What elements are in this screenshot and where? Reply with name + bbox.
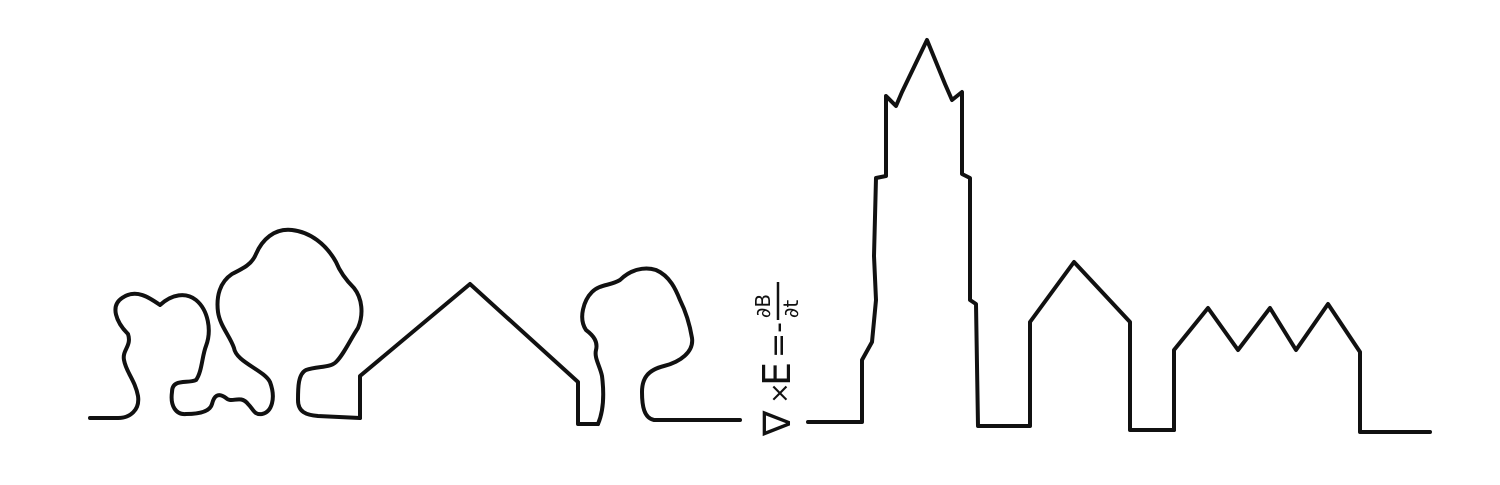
fraction-numerator: ∂B — [751, 294, 775, 318]
sawtooth-building-outline — [1172, 302, 1432, 434]
field-e-symbol: E — [755, 362, 799, 386]
fraction-denominator: ∂t — [779, 300, 803, 318]
house-outline — [358, 282, 600, 426]
cross-symbol: × — [765, 382, 795, 404]
equals-minus-symbol: =- — [761, 322, 796, 358]
faraday-formula: ∇ × E =- ∂B ∂t — [751, 282, 803, 437]
pointed-house-outline — [1002, 260, 1176, 432]
nabla-symbol: ∇ — [755, 410, 799, 437]
church-tower-outline — [806, 38, 1006, 428]
small-tree-outline — [580, 266, 742, 426]
tree-group-outline — [88, 227, 364, 420]
